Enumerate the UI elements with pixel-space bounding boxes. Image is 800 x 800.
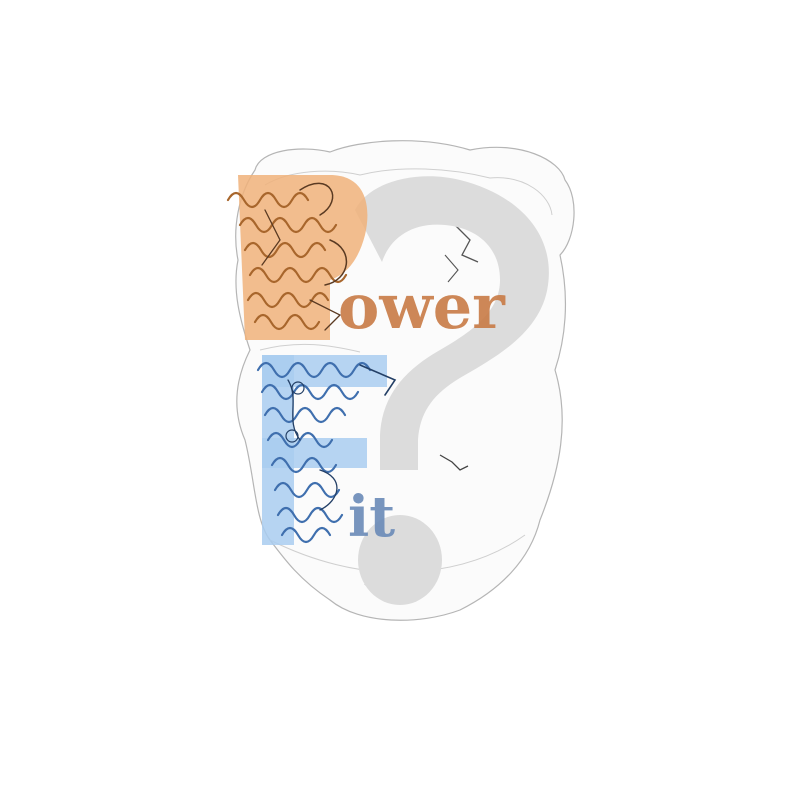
question-mark-icon — [355, 176, 549, 605]
word-it: it — [348, 484, 395, 550]
orange-protein-icon — [226, 182, 348, 331]
word-ower: ower — [338, 270, 506, 343]
blue-protein-icon — [256, 361, 397, 544]
